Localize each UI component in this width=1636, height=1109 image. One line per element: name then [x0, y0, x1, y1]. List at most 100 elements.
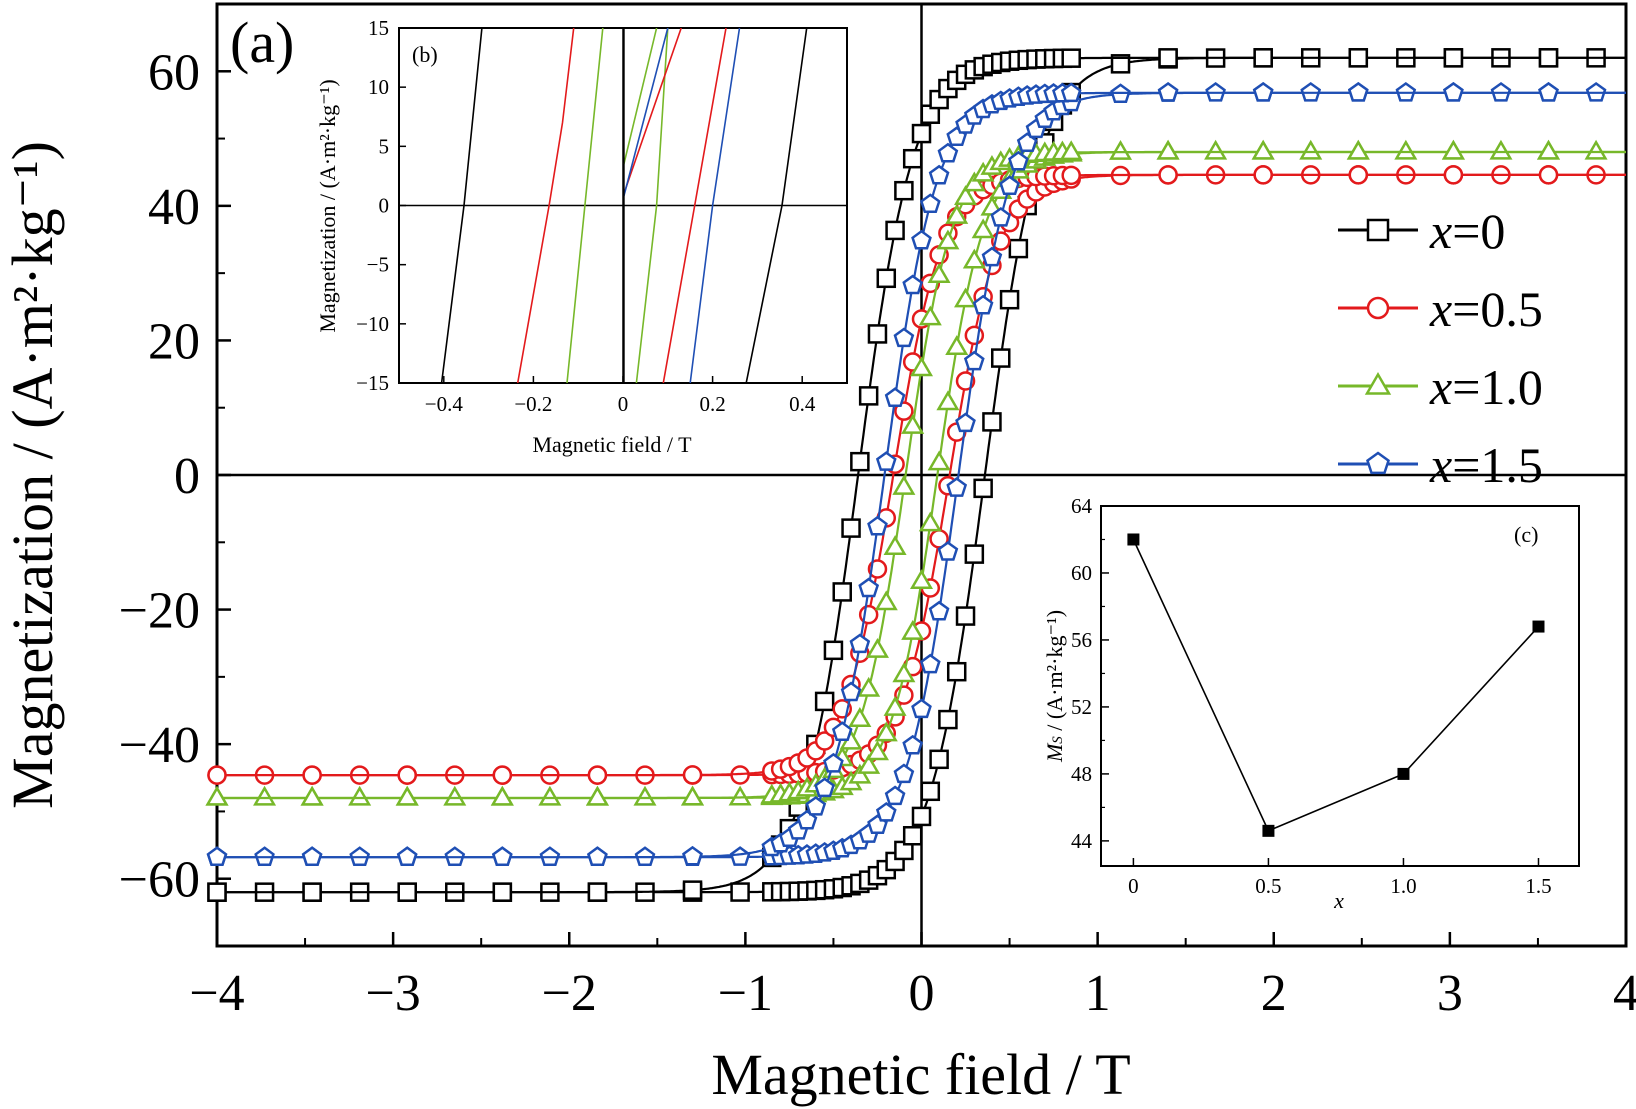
data-point [929, 749, 949, 770]
data-point [1060, 82, 1082, 103]
data-point [911, 806, 932, 827]
data-point [892, 662, 916, 683]
panel-a-label: (a) [230, 10, 294, 75]
legend-label: x=1.0 [1429, 359, 1543, 415]
legend-label: x=1.5 [1429, 437, 1543, 493]
data-point [443, 785, 467, 806]
data-point [1253, 48, 1273, 68]
data-point [587, 882, 608, 902]
data-point [492, 765, 513, 785]
data-point [865, 638, 889, 658]
inset-b-series-line [623, 28, 682, 194]
data-point [1538, 165, 1559, 185]
data-point [885, 220, 905, 241]
main-y-axis-label: Magnetization / (A·m²·kg⁻¹) [0, 141, 65, 809]
data-point [973, 478, 993, 499]
data-point [395, 785, 419, 806]
data-point [894, 180, 914, 201]
main-x-tick-label: −3 [365, 965, 420, 1022]
data-point [814, 731, 835, 751]
data-point [945, 203, 969, 224]
data-point [490, 785, 514, 806]
data-point [1348, 48, 1369, 68]
data-point [348, 785, 372, 806]
legend: x=0 x=0.5 x=1.0 x=1.5 [1338, 203, 1543, 493]
data-point [902, 148, 923, 169]
data-point [848, 763, 872, 784]
data-point [253, 785, 277, 806]
data-point [1061, 165, 1081, 186]
data-point [927, 263, 951, 283]
inset-b-series-line [440, 28, 483, 383]
inset-b-series-line [635, 28, 669, 383]
inset-b-series-line [623, 28, 658, 165]
data-point [982, 412, 1002, 432]
data-point [1251, 139, 1275, 160]
data-point [1156, 139, 1180, 160]
data-point [1299, 139, 1323, 160]
data-point [991, 348, 1011, 368]
data-point [955, 412, 976, 433]
data-point [918, 511, 942, 532]
data-point [901, 414, 925, 434]
data-point [805, 795, 827, 816]
data-point [945, 335, 969, 355]
legend-marker [1366, 451, 1390, 475]
data-point [909, 569, 934, 589]
data-point [936, 229, 960, 250]
main-x-tick-label: −4 [189, 965, 244, 1022]
data-point [911, 698, 932, 719]
data-point [1443, 165, 1464, 185]
inset-b-series-line [745, 28, 808, 383]
data-point [927, 450, 951, 471]
data-point [1538, 48, 1559, 68]
inset-c-y-tick-label: 56 [1071, 628, 1092, 652]
data-point [919, 653, 941, 674]
main-y-tick-label: 60 [148, 44, 200, 101]
data-point [1348, 165, 1369, 185]
data-point [911, 123, 932, 144]
inset-b-series-line [689, 28, 741, 383]
inset-b-x-tick-label: 0.4 [789, 392, 816, 416]
inset-b-chart: −0.4 −0.2 0 0.2 0.4 −15 −10 −5 0 5 10 15 Magnetic fi… [315, 16, 848, 457]
data-point [823, 752, 844, 773]
data-point [919, 193, 941, 214]
inset-b-y-tick-label: −10 [356, 312, 389, 336]
main-x-tick-label: 3 [1437, 965, 1463, 1022]
data-point [1443, 81, 1464, 102]
inset-b-y-tick-label: 10 [368, 75, 389, 99]
data-point [1441, 139, 1465, 160]
panel-b-label: (b) [412, 42, 438, 67]
data-point [911, 229, 932, 250]
data-point [587, 765, 608, 785]
data-point [728, 785, 752, 806]
data-point [585, 785, 609, 806]
data-point [1157, 81, 1179, 102]
main-x-axis-label: Magnetic field / T [711, 1042, 1130, 1107]
data-point [1253, 165, 1273, 185]
data-point [831, 721, 853, 741]
data-point [955, 606, 976, 626]
inset-b-series-line [516, 28, 575, 383]
inset-c-y-tick-label: 52 [1071, 695, 1092, 719]
data-point [918, 305, 942, 326]
main-y-tick-label: 0 [174, 448, 200, 505]
inset-b-y-tick-label: 0 [379, 194, 390, 218]
data-point [849, 633, 871, 654]
data-point [928, 164, 950, 185]
inset-c-x-tick-label: 0 [1128, 874, 1139, 898]
inset-c-chart: 0 0.5 1.0 1.5 44 48 52 56 60 64 x MS / (A·m²·kg⁻¹) (… [1042, 494, 1580, 913]
data-point [937, 142, 959, 163]
data-point [207, 765, 227, 785]
main-y-tick-label: −40 [119, 717, 200, 774]
data-point [902, 734, 924, 755]
inset-b-x-tick-label: 0.2 [699, 392, 725, 416]
inset-b-y-tick-label: −5 [367, 253, 389, 277]
data-point [1443, 48, 1464, 68]
data-point [858, 577, 880, 598]
data-point [1584, 139, 1608, 160]
data-point [867, 324, 888, 344]
data-point [875, 801, 897, 822]
